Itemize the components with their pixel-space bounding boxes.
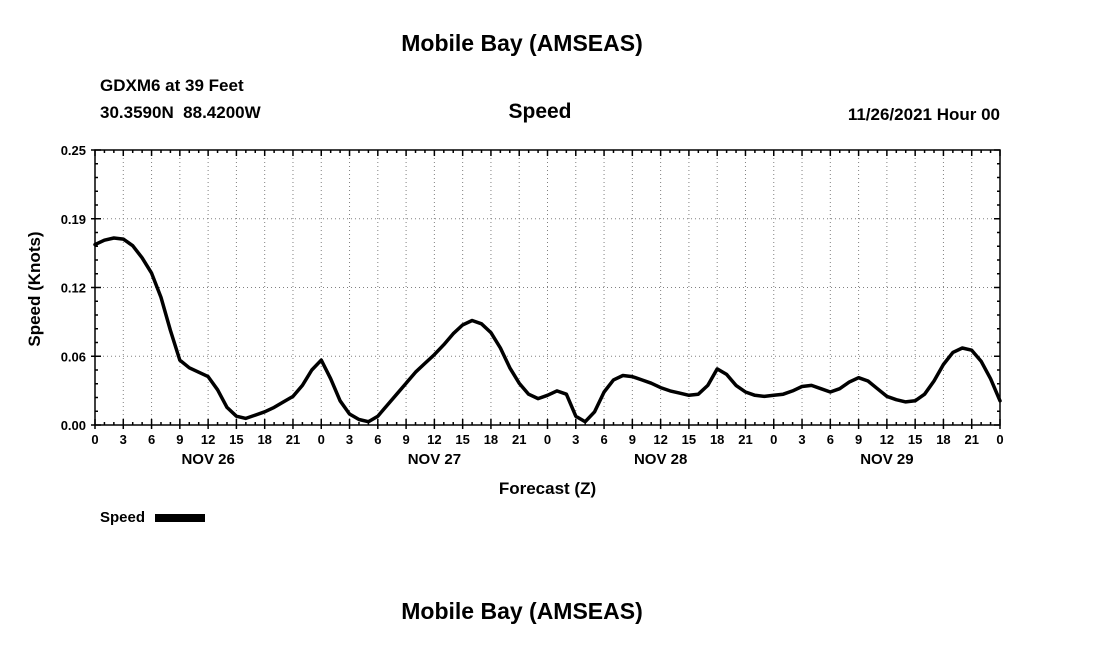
svg-text:12: 12 [201, 432, 215, 447]
svg-text:21: 21 [286, 432, 300, 447]
svg-text:21: 21 [964, 432, 978, 447]
svg-text:0.19: 0.19 [61, 212, 86, 227]
svg-text:NOV 27: NOV 27 [408, 451, 461, 468]
svg-text:0.00: 0.00 [61, 418, 86, 433]
svg-text:15: 15 [229, 432, 243, 447]
svg-text:6: 6 [148, 432, 155, 447]
svg-text:12: 12 [653, 432, 667, 447]
model-init-time: 11/26/2021 Hour 00 [847, 105, 1000, 124]
svg-text:3: 3 [346, 432, 353, 447]
svg-text:9: 9 [402, 432, 409, 447]
svg-text:12: 12 [880, 432, 894, 447]
legend-line-swatch [155, 513, 206, 522]
station-id: GDXM6 at 39 Feet [100, 76, 244, 95]
svg-text:0.06: 0.06 [61, 349, 86, 364]
plot-border [94, 149, 1001, 426]
svg-text:9: 9 [629, 432, 636, 447]
legend-label: Speed [100, 509, 146, 526]
speed-series-line [93, 236, 1002, 424]
svg-text:0: 0 [544, 432, 551, 447]
svg-text:6: 6 [374, 432, 381, 447]
day-labels: NOV 26 NOV 27 NOV 28 NOV 29 [181, 451, 913, 468]
x-axis-title: Forecast (Z) [498, 479, 597, 498]
svg-text:6: 6 [600, 432, 607, 447]
svg-text:0.25: 0.25 [61, 143, 86, 158]
svg-text:12: 12 [427, 432, 441, 447]
svg-text:0: 0 [770, 432, 777, 447]
svg-text:0: 0 [318, 432, 325, 447]
svg-text:0.12: 0.12 [61, 281, 86, 296]
svg-text:0: 0 [996, 432, 1003, 447]
svg-text:18: 18 [710, 432, 724, 447]
station-coordinates: 30.3590N 88.4200W [100, 103, 261, 122]
axis-ticks [91, 149, 1001, 429]
svg-text:9: 9 [176, 432, 183, 447]
axis-tick-labels: 0.00 0.06 0.12 0.19 0.25 0 3 6 9 12 15 18 21 0 3 6 9 12 15… [61, 143, 1004, 447]
svg-text:21: 21 [738, 432, 752, 447]
svg-text:3: 3 [798, 432, 805, 447]
svg-text:15: 15 [455, 432, 469, 447]
svg-text:18: 18 [484, 432, 498, 447]
svg-text:0: 0 [91, 432, 98, 447]
svg-text:3: 3 [120, 432, 127, 447]
legend: Speed [100, 509, 206, 526]
page-title: Mobile Bay (AMSEAS) [401, 30, 643, 56]
svg-text:18: 18 [936, 432, 950, 447]
next-page-title: Mobile Bay (AMSEAS) [401, 598, 643, 624]
svg-text:9: 9 [855, 432, 862, 447]
svg-text:18: 18 [257, 432, 271, 447]
chart-title: Speed [508, 100, 572, 123]
svg-text:NOV 29: NOV 29 [860, 451, 913, 468]
svg-text:15: 15 [682, 432, 696, 447]
svg-text:21: 21 [512, 432, 526, 447]
svg-text:6: 6 [827, 432, 834, 447]
svg-text:15: 15 [908, 432, 922, 447]
svg-text:3: 3 [572, 432, 579, 447]
svg-text:NOV 28: NOV 28 [634, 451, 687, 468]
svg-text:NOV 26: NOV 26 [181, 451, 234, 468]
grid-lines [95, 150, 1000, 425]
